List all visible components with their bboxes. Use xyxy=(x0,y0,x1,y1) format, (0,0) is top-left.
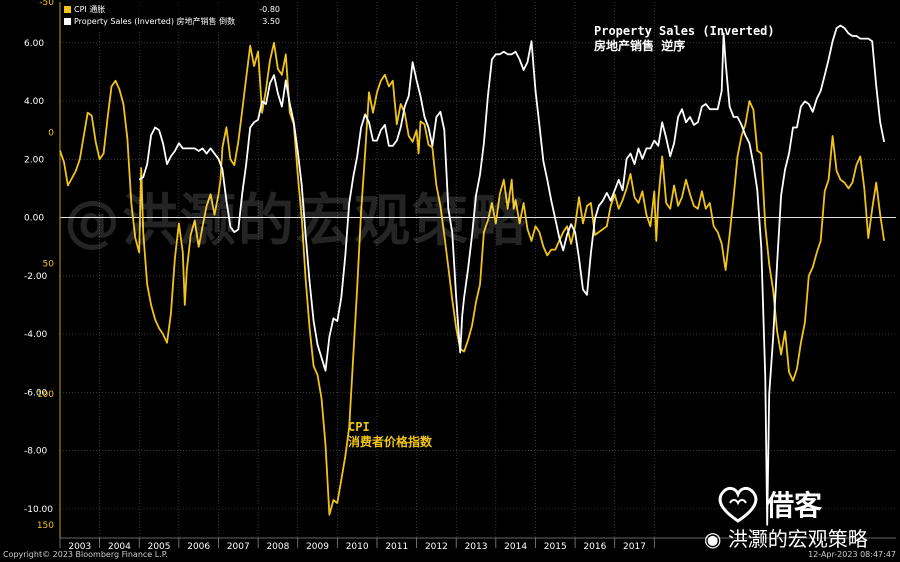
x-tick-label-4: 2007 xyxy=(227,542,250,552)
left-tick-label-5: -4.00 xyxy=(24,330,48,340)
weibo-icon: ◉ xyxy=(704,527,722,551)
legend-swatch-cpi xyxy=(64,6,71,13)
grid-lines xyxy=(59,2,896,538)
annotation-property-subtitle: 房地产销售 逆序 xyxy=(594,39,686,53)
timestamp-text: 12-Apr-2023 08:47:47 xyxy=(808,550,896,559)
x-tick-label-13: 2016 xyxy=(583,542,606,552)
right-tick-label-2: 50 xyxy=(43,259,55,269)
x-tick-label-12: 2015 xyxy=(544,542,567,552)
cpi-series-line xyxy=(59,41,885,516)
weibo-handle: ◉ 洪灏的宏观策略 xyxy=(704,523,868,552)
x-tick-label-10: 2013 xyxy=(465,542,488,552)
legend-entry-cpi: CPI 通胀 -0.80 xyxy=(62,4,284,16)
legend-label-property: Property Sales (Inverted) 房地产销售 倒数 xyxy=(74,17,236,26)
legend-entry-property: Property Sales (Inverted) 房地产销售 倒数 3.50 xyxy=(62,16,284,28)
series-lines xyxy=(59,24,885,526)
left-tick-label-7: -8.00 xyxy=(24,447,48,457)
weibo-handle-text: 洪灏的宏观策略 xyxy=(727,527,868,551)
legend: CPI 通胀 -0.80 Property Sales (Inverted) 房… xyxy=(62,4,284,30)
left-tick-label-8: -10.00 xyxy=(24,505,53,515)
property-sales-series-line xyxy=(138,24,885,526)
x-tick-label-3: 2006 xyxy=(187,542,210,552)
left-tick-label-3: 0.00 xyxy=(24,214,44,224)
legend-swatch-property xyxy=(64,18,71,25)
left-tick-label-6: -6.00 xyxy=(24,388,48,398)
right-tick-label-1: 0 xyxy=(48,129,54,139)
logo-text: 借客 xyxy=(766,489,823,522)
legend-value-property: 3.50 xyxy=(262,17,280,26)
annotation-cpi: CPI 消费者价格指数 xyxy=(348,420,432,450)
watermark-text: @洪灏的宏观策略 xyxy=(64,189,528,254)
right-tick-label-3: 100 xyxy=(37,390,54,400)
axes: 6.00 4.00 2.00 0.00 -2.00 -4.00 -6.00 -8.00 -10.… xyxy=(24,0,896,552)
left-tick-label-1: 4.00 xyxy=(24,97,44,107)
legend-label-cpi: CPI 通胀 xyxy=(74,5,106,14)
annotation-cpi-title: CPI xyxy=(348,420,370,434)
annotation-property-title: Property Sales (Inverted) xyxy=(594,24,775,38)
right-tick-label-0: -50 xyxy=(39,0,54,8)
x-tick-label-2: 2005 xyxy=(148,542,171,552)
left-tick-label-0: 6.00 xyxy=(24,39,44,49)
right-tick-label-4: 150 xyxy=(37,521,54,531)
x-tick-label-7: 2010 xyxy=(346,542,369,552)
x-tick-label-9: 2012 xyxy=(425,542,448,552)
left-tick-label-2: 2.00 xyxy=(24,155,44,165)
left-tick-label-4: -2.00 xyxy=(24,272,48,282)
x-tick-label-8: 2011 xyxy=(385,542,408,552)
copyright-text: Copyright© 2023 Bloomberg Finance L.P. xyxy=(3,550,168,559)
x-tick-label-6: 2009 xyxy=(306,542,329,552)
x-tick-label-11: 2014 xyxy=(504,542,527,552)
heart-logo-icon xyxy=(718,486,758,523)
x-tick-label-14: 2017 xyxy=(623,542,646,552)
x-tick-label-1: 2004 xyxy=(108,542,131,552)
legend-value-cpi: -0.80 xyxy=(259,5,280,14)
annotation-property: Property Sales (Inverted) 房地产销售 逆序 xyxy=(594,24,775,54)
x-tick-label-5: 2008 xyxy=(266,542,289,552)
annotation-cpi-subtitle: 消费者价格指数 xyxy=(348,435,433,449)
x-tick-label-0: 2003 xyxy=(68,542,91,552)
